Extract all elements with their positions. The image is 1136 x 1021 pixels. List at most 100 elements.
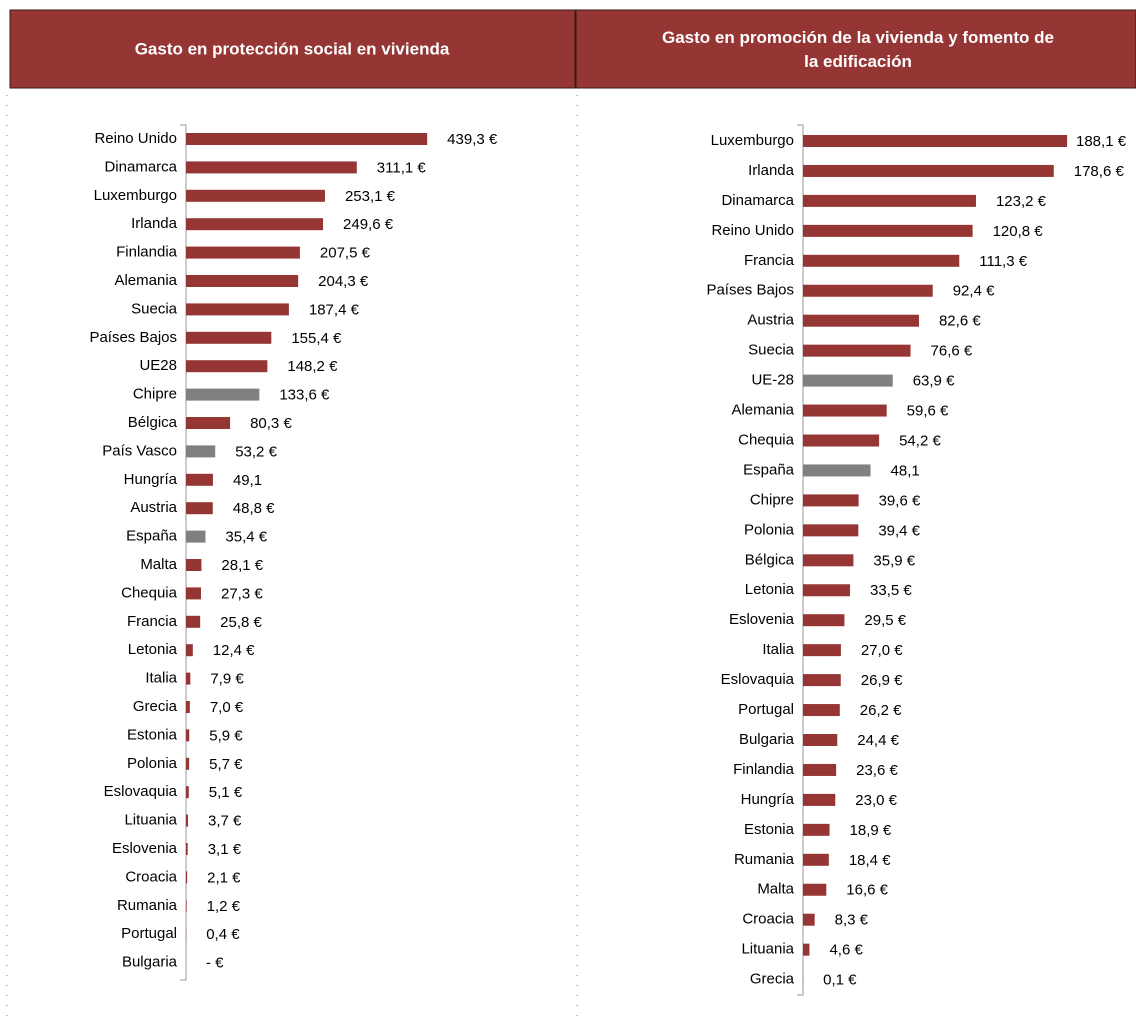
value-label: 25,8 € <box>220 614 262 631</box>
category-label: España <box>126 528 178 545</box>
value-label: 35,4 € <box>225 529 267 546</box>
category-label: Alemania <box>731 402 794 419</box>
value-label: 48,8 € <box>233 500 275 517</box>
category-label: Portugal <box>738 701 794 718</box>
bar <box>186 815 188 827</box>
value-label: 249,6 € <box>343 216 394 233</box>
bar <box>803 435 879 447</box>
category-label: Lituania <box>741 941 794 958</box>
category-label: Austria <box>130 499 177 516</box>
category-label: Finlandia <box>116 244 178 261</box>
bar <box>186 445 215 457</box>
value-label: 133,6 € <box>279 387 330 404</box>
category-label: Chipre <box>750 491 794 508</box>
category-label: Alemania <box>114 272 177 289</box>
bar <box>803 494 859 506</box>
value-label: 155,4 € <box>291 330 342 347</box>
value-label: 23,0 € <box>855 792 897 809</box>
category-label: Finlandia <box>733 761 795 778</box>
value-label: 12,4 € <box>213 642 255 659</box>
value-label: 39,4 € <box>878 522 920 539</box>
category-label: UE-28 <box>751 372 794 389</box>
value-label: 39,6 € <box>879 492 921 509</box>
value-label: 4,6 € <box>829 942 863 959</box>
bar <box>803 464 871 476</box>
category-label: Chipre <box>133 386 177 403</box>
bar <box>803 644 841 656</box>
category-label: Estonia <box>127 726 178 743</box>
category-label: Luxemburgo <box>94 187 177 204</box>
value-label: 7,0 € <box>210 699 244 716</box>
bar <box>803 225 973 237</box>
category-label: Luxemburgo <box>711 132 794 149</box>
bar <box>803 674 841 686</box>
value-label: 7,9 € <box>210 671 244 688</box>
category-label: Suecia <box>748 342 795 359</box>
category-label: Italia <box>762 641 794 658</box>
category-label: Dinamarca <box>104 158 177 175</box>
value-label: 5,1 € <box>209 784 243 801</box>
header-box <box>576 10 1136 88</box>
category-label: Croacia <box>742 911 794 928</box>
value-label: 59,6 € <box>907 403 949 420</box>
value-label: 26,9 € <box>861 672 903 689</box>
value-label: 16,6 € <box>846 882 888 899</box>
bar <box>186 616 200 628</box>
bar <box>803 255 959 267</box>
bar <box>186 502 213 514</box>
bar <box>803 884 826 896</box>
bar <box>186 871 187 883</box>
value-label: 28,1 € <box>221 557 263 574</box>
value-label: 2,1 € <box>207 869 241 886</box>
bar <box>186 474 213 486</box>
category-label: Malta <box>757 881 794 898</box>
category-label: Rumania <box>734 851 795 868</box>
value-label: 18,9 € <box>850 822 892 839</box>
value-label: 33,5 € <box>870 582 912 599</box>
category-label: Eslovaquia <box>104 783 178 800</box>
bar <box>803 914 815 926</box>
bar <box>803 524 858 536</box>
category-label: Países Bajos <box>89 329 177 346</box>
bar <box>186 303 289 315</box>
category-label: Eslovenia <box>112 840 178 857</box>
value-label: 80,3 € <box>250 415 292 432</box>
category-label: Francia <box>744 252 795 269</box>
category-label: Bulgaria <box>122 954 178 971</box>
bar <box>803 165 1054 177</box>
bar <box>803 764 836 776</box>
bar <box>186 133 427 145</box>
bar <box>186 417 230 429</box>
value-label: 188,1 € <box>1076 133 1127 150</box>
bar <box>803 554 853 566</box>
value-label: 3,1 € <box>208 841 242 858</box>
category-label: Polonia <box>127 755 178 772</box>
category-label: Grecia <box>133 698 178 715</box>
bar <box>186 729 189 741</box>
value-label: 26,2 € <box>860 702 902 719</box>
bar <box>803 614 844 626</box>
category-label: Italia <box>145 670 177 687</box>
bar <box>803 854 829 866</box>
category-label: Lituania <box>124 812 177 829</box>
bar <box>186 559 201 571</box>
value-label: 178,6 € <box>1074 163 1125 180</box>
value-label: 311,1 € <box>377 159 427 176</box>
bar <box>803 734 837 746</box>
value-label: 18,4 € <box>849 852 891 869</box>
bar <box>186 190 325 202</box>
category-label: Irlanda <box>131 215 178 232</box>
bar <box>186 275 298 287</box>
value-label: 92,4 € <box>953 283 995 300</box>
value-label: 120,8 € <box>993 223 1044 240</box>
category-label: España <box>743 461 795 478</box>
category-label: Dinamarca <box>721 192 794 209</box>
category-label: Rumania <box>117 897 178 914</box>
category-label: Reino Unido <box>711 222 794 239</box>
value-label: 5,7 € <box>209 756 243 773</box>
value-label: 5,9 € <box>209 727 243 744</box>
category-label: Croacia <box>125 868 177 885</box>
bar <box>186 531 205 543</box>
bar <box>186 786 189 798</box>
value-label: 204,3 € <box>318 273 369 290</box>
